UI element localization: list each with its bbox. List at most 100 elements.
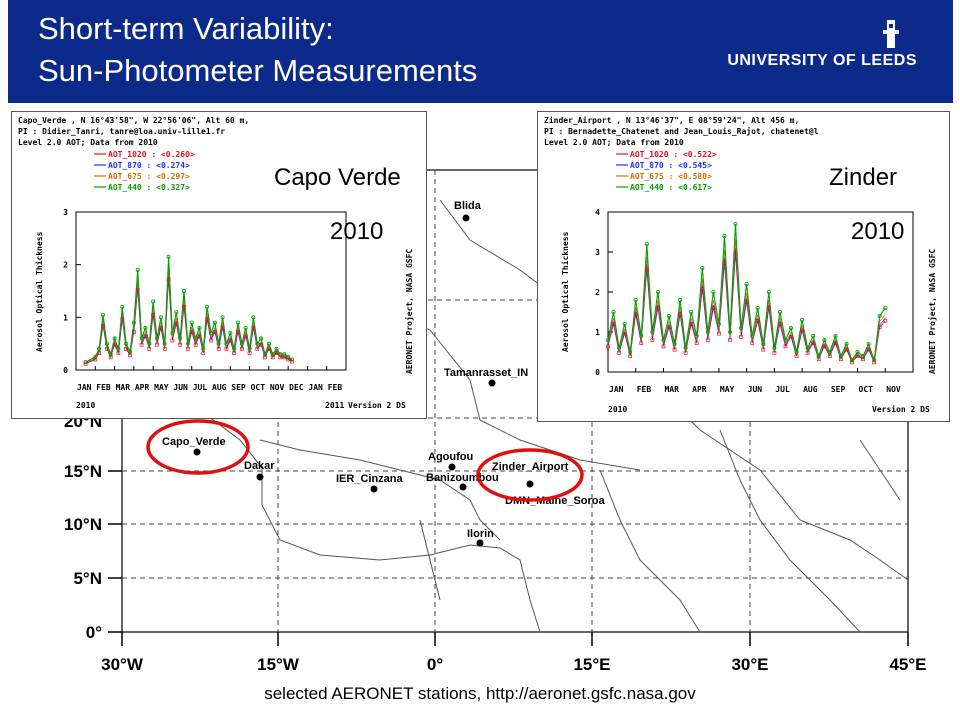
data-point	[861, 357, 865, 362]
data-point	[855, 349, 860, 354]
y-tick-label: 2	[63, 261, 68, 270]
data-point	[700, 286, 705, 291]
data-point	[844, 347, 849, 352]
data-point	[101, 312, 106, 317]
data-point	[683, 345, 688, 350]
data-point	[822, 344, 827, 349]
data-point	[166, 254, 171, 259]
lon-label-45e: 45°E	[889, 655, 926, 674]
data-point	[205, 304, 210, 309]
data-point	[617, 350, 621, 355]
series-line	[607, 223, 886, 362]
data-point	[811, 333, 816, 338]
y-tick-label: 0	[63, 366, 68, 375]
chart-legend: AOT_1020 : <0.522> AOT_870 : <0.545> AOT_6…	[616, 150, 717, 192]
data-point	[778, 322, 782, 326]
data-point	[639, 333, 644, 338]
year-label-capo-verde: 2010	[330, 218, 384, 245]
series-line	[607, 247, 886, 364]
data-point	[251, 326, 256, 330]
data-point	[628, 354, 633, 358]
data-point	[750, 333, 755, 338]
data-point	[611, 309, 616, 314]
data-point	[633, 297, 638, 302]
data-point	[93, 354, 98, 359]
lon-label-0: 0°	[427, 655, 443, 674]
data-point	[97, 351, 101, 355]
data-point	[232, 346, 237, 351]
data-point	[800, 317, 805, 322]
x-tick-label: OCT	[251, 383, 266, 392]
data-point	[181, 288, 186, 293]
data-point	[193, 342, 198, 347]
lat-label-15: 15°N	[64, 462, 102, 481]
data-point	[151, 313, 155, 318]
series-line	[85, 256, 293, 363]
data-point	[739, 334, 743, 339]
data-point	[158, 315, 163, 320]
data-point	[705, 329, 710, 334]
data-point	[274, 351, 279, 355]
data-point	[186, 347, 190, 351]
data-point	[201, 351, 206, 355]
data-point	[174, 310, 179, 315]
data-point	[850, 360, 854, 365]
data-point	[872, 357, 877, 362]
data-point	[235, 320, 240, 325]
title-bar: Short-term Variability: Sun-Photometer M…	[8, 0, 953, 103]
data-point	[224, 341, 229, 346]
data-point	[883, 305, 888, 310]
data-point	[259, 342, 263, 347]
data-point	[672, 347, 677, 352]
data-point	[104, 341, 109, 346]
data-point	[135, 288, 140, 292]
data-point	[866, 347, 871, 352]
data-point	[209, 338, 213, 343]
data-point	[717, 331, 721, 336]
data-point	[239, 341, 244, 346]
data-point	[270, 355, 275, 360]
legend-entry: AOT_870 : <0.274>	[108, 161, 190, 170]
data-point	[197, 325, 202, 330]
data-point	[282, 355, 287, 360]
y-tick-label: 2	[595, 288, 600, 297]
lat-label-0: 0°	[86, 623, 102, 642]
data-point	[622, 321, 627, 326]
data-point	[201, 346, 206, 351]
x-tick-label: APR	[692, 385, 707, 394]
highlight-circle-capo-verde	[146, 419, 250, 475]
data-point	[805, 345, 810, 350]
data-point	[794, 349, 799, 354]
data-point	[655, 289, 660, 294]
chart-header-line-1: Zinder_Airport , N 13°46'37", E 08°59'24…	[544, 115, 799, 125]
data-point	[132, 330, 136, 334]
legend-entry: AOT_870 : <0.545>	[630, 161, 712, 170]
data-point	[611, 322, 616, 326]
data-point	[811, 341, 816, 346]
data-point	[247, 351, 252, 355]
slide-title: Short-term Variability: Sun-Photometer M…	[38, 8, 477, 92]
data-point	[278, 355, 283, 360]
data-point	[170, 331, 175, 336]
data-point	[112, 342, 117, 347]
x-tick-label: JUL	[193, 383, 208, 392]
legend-entry: AOT_675 : <0.297>	[108, 172, 190, 181]
data-point	[827, 354, 832, 358]
data-point	[116, 346, 121, 351]
station-label-ilorin: Ilorin	[467, 528, 494, 540]
data-point	[733, 222, 738, 227]
data-point	[728, 338, 732, 342]
data-point	[101, 323, 105, 328]
data-point	[228, 338, 233, 343]
y-tick-label: 1	[63, 313, 68, 322]
y-tick-label: 0	[595, 368, 600, 377]
data-point	[855, 354, 860, 358]
data-point	[131, 320, 136, 325]
data-point	[220, 326, 225, 330]
data-point	[700, 265, 705, 270]
data-point	[97, 346, 102, 351]
series-line	[607, 253, 886, 364]
data-point	[124, 347, 128, 351]
legend-entry: AOT_1020 : <0.260>	[108, 150, 195, 159]
data-point	[143, 325, 148, 330]
